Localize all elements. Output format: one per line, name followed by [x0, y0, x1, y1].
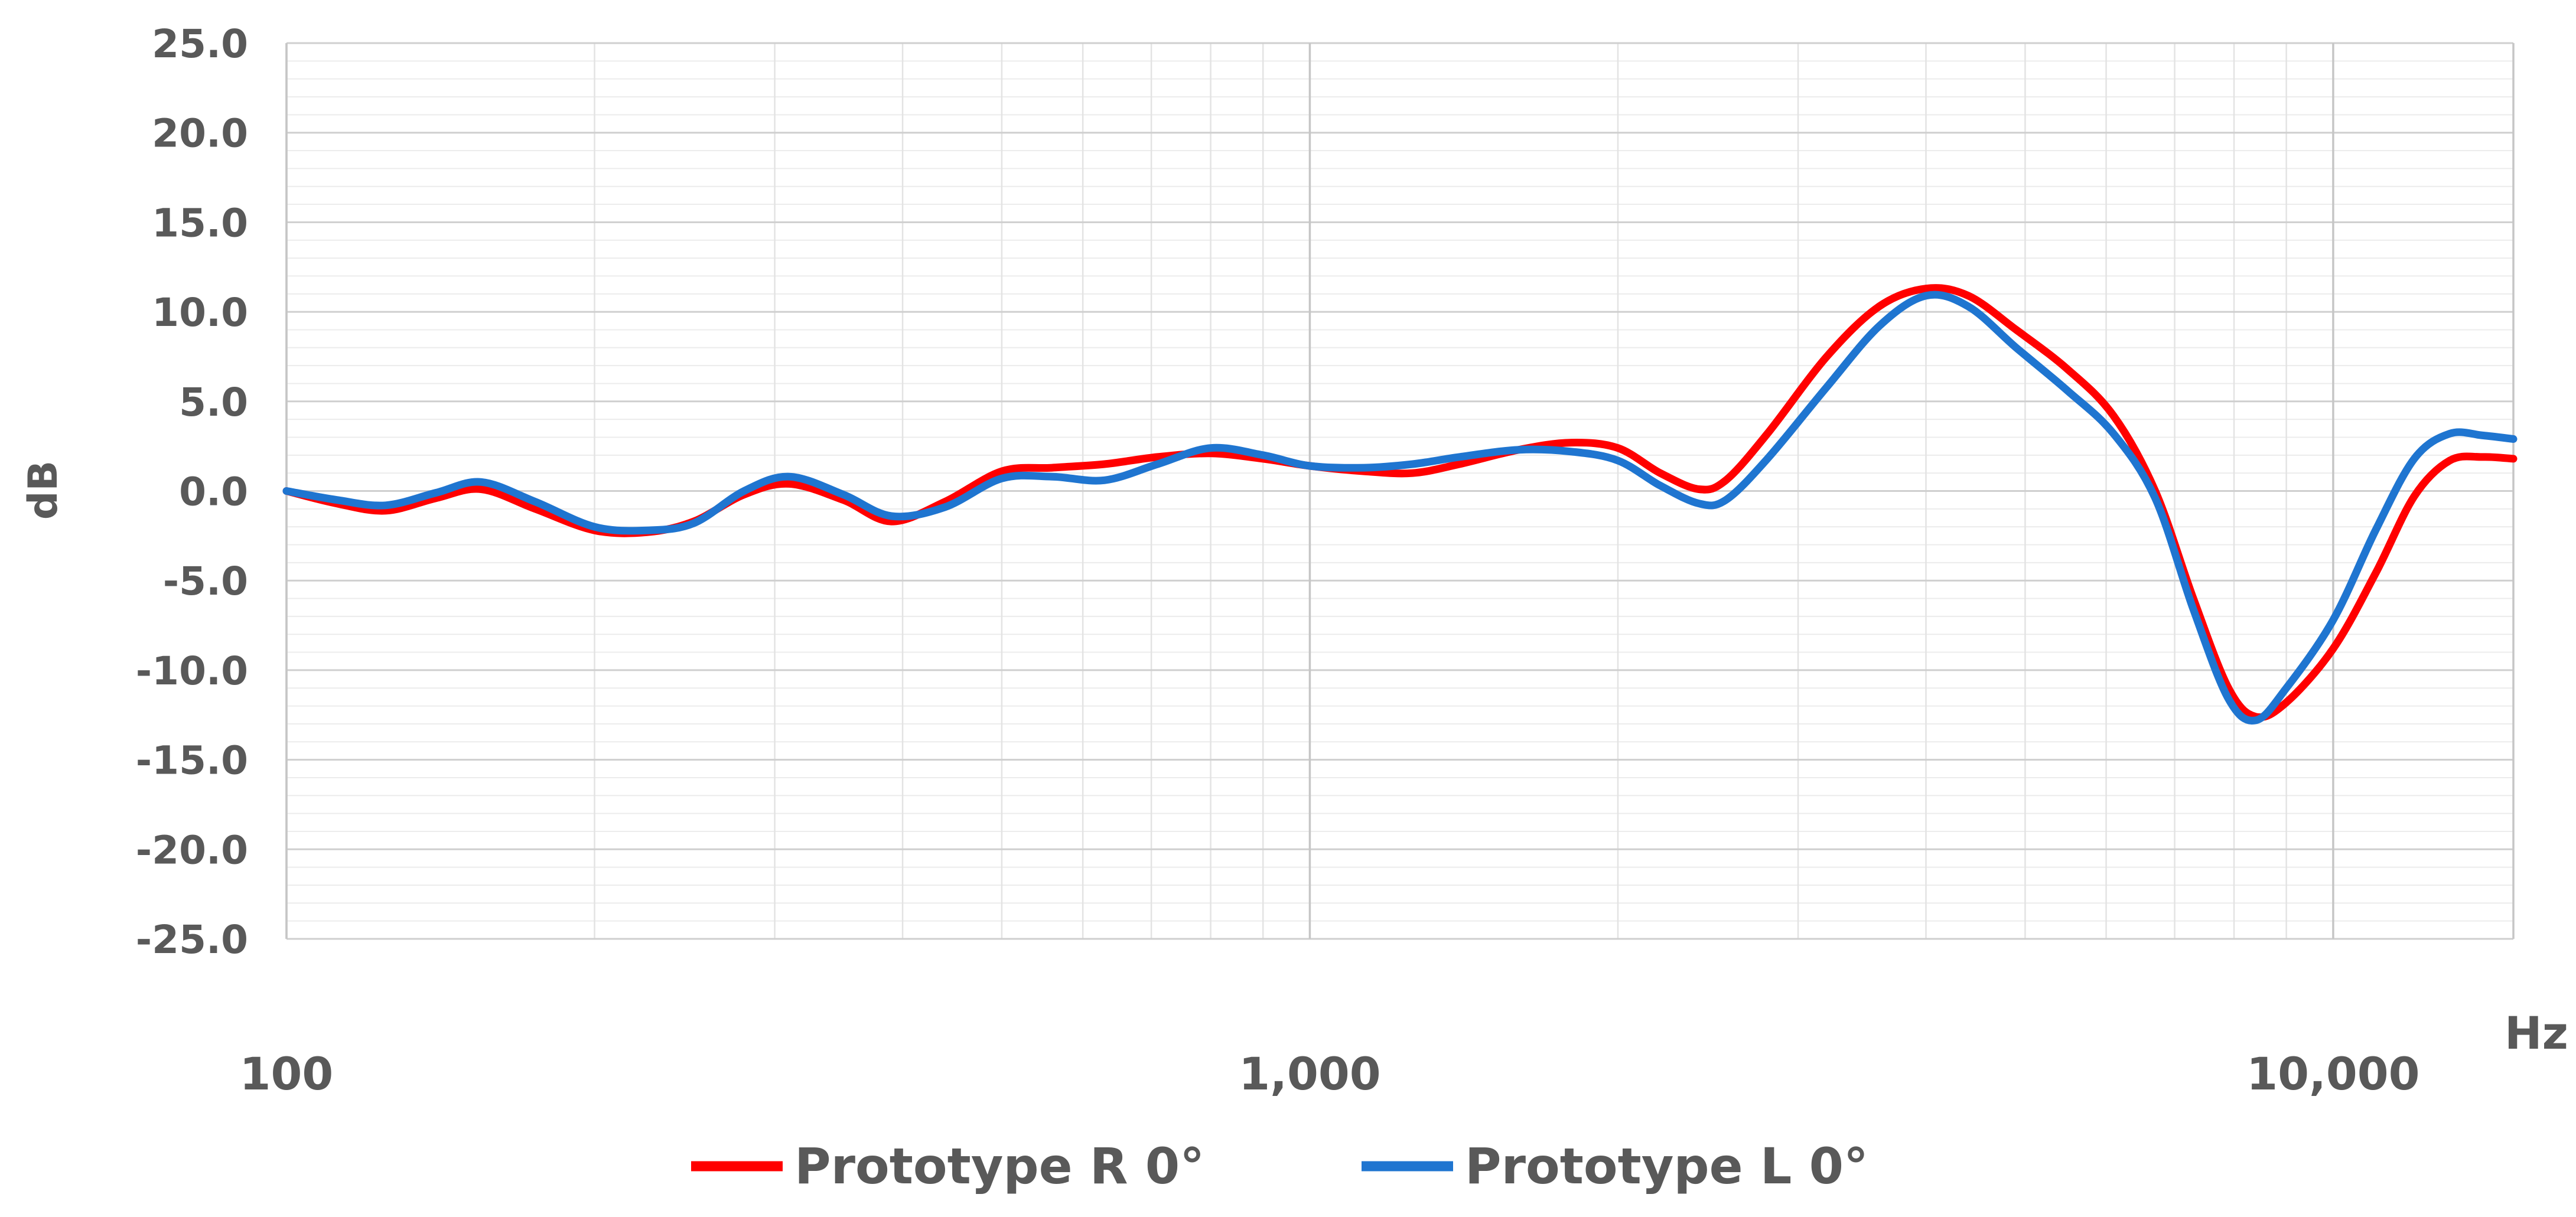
y-tick-label: -10.0 [136, 648, 248, 694]
x-tick-labels: 100 1,000 10,000 [240, 1048, 2420, 1100]
legend: Prototype R 0° Prototype L 0° [691, 1137, 1868, 1195]
legend-label-r: Prototype R 0° [794, 1137, 1204, 1195]
series-lines [282, 284, 2518, 725]
y-axis-label: dB [20, 461, 67, 520]
y-tick-label: 10.0 [152, 290, 248, 335]
x-axis-label: Hz [2505, 1007, 2568, 1059]
x-tick-label: 10,000 [2246, 1048, 2419, 1100]
grid-major [285, 42, 2515, 940]
y-tick-label: 20.0 [152, 111, 248, 156]
y-tick-label: -15.0 [136, 738, 248, 784]
x-tick-label: 1,000 [1239, 1048, 1380, 1100]
y-tick-label: 25.0 [152, 21, 248, 67]
y-tick-labels: 25.0 20.0 15.0 10.0 5.0 0.0 -5.0 -10.0 -15.0 -20.… [136, 21, 248, 962]
series-line-prototype-r [282, 284, 2518, 722]
y-tick-label: -25.0 [136, 917, 248, 962]
series-line-prototype-l [282, 291, 2518, 725]
y-tick-label: 0.0 [179, 469, 248, 515]
grid-minor [286, 43, 2513, 939]
y-tick-label: 5.0 [179, 380, 248, 425]
y-tick-label: 15.0 [152, 200, 248, 246]
y-tick-label: -20.0 [136, 827, 248, 873]
y-tick-label: -5.0 [163, 559, 248, 604]
x-tick-label: 100 [240, 1048, 334, 1100]
legend-label-l: Prototype L 0° [1465, 1137, 1868, 1195]
